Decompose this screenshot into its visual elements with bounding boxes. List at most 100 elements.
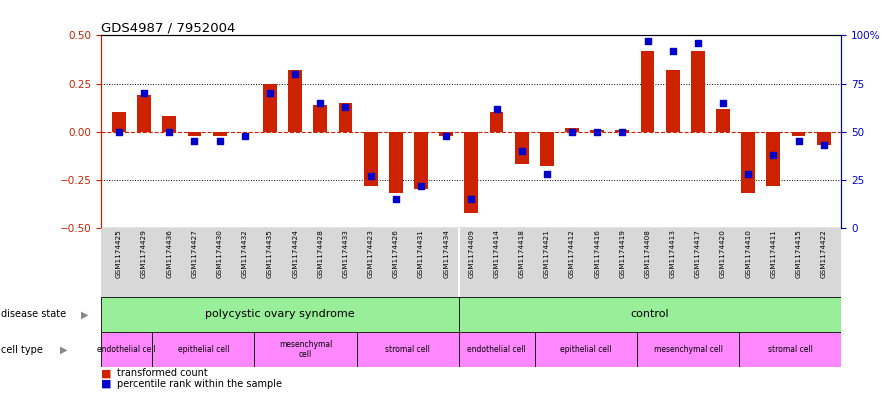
Bar: [459, 297, 841, 332]
Text: mesenchymal
cell: mesenchymal cell: [278, 340, 332, 359]
Bar: [792, 132, 805, 136]
Text: GSM1174417: GSM1174417: [695, 229, 701, 278]
Text: epithelial cell: epithelial cell: [560, 345, 612, 354]
Bar: [616, 130, 629, 132]
Text: disease state: disease state: [1, 309, 66, 320]
Bar: [741, 132, 755, 193]
Bar: [459, 332, 535, 367]
Bar: [255, 332, 357, 367]
Text: GSM1174412: GSM1174412: [569, 229, 575, 278]
Bar: [540, 132, 554, 166]
Point: [162, 129, 176, 135]
Bar: [137, 95, 151, 132]
Text: ▶: ▶: [60, 345, 68, 355]
Text: control: control: [631, 309, 670, 320]
Text: GSM1174419: GSM1174419: [619, 229, 626, 278]
Text: GSM1174416: GSM1174416: [594, 229, 600, 278]
Point: [439, 132, 453, 139]
Text: GSM1174425: GSM1174425: [116, 229, 122, 278]
Text: GSM1174422: GSM1174422: [821, 229, 826, 278]
Point: [741, 171, 755, 177]
Bar: [389, 132, 403, 193]
Point: [364, 173, 378, 179]
Text: GSM1174408: GSM1174408: [645, 229, 650, 278]
Text: GSM1174424: GSM1174424: [292, 229, 298, 278]
Bar: [739, 332, 841, 367]
Point: [540, 171, 554, 177]
Bar: [490, 112, 503, 132]
Bar: [101, 332, 152, 367]
Bar: [515, 132, 529, 164]
Point: [263, 90, 277, 96]
Bar: [666, 70, 679, 132]
Text: GSM1174435: GSM1174435: [267, 229, 273, 278]
Point: [640, 38, 655, 44]
Point: [817, 142, 831, 148]
Text: GSM1174423: GSM1174423: [367, 229, 374, 278]
Point: [791, 138, 805, 144]
Bar: [766, 132, 781, 185]
Text: GSM1174421: GSM1174421: [544, 229, 550, 278]
Text: percentile rank within the sample: percentile rank within the sample: [117, 379, 282, 389]
Bar: [112, 112, 126, 132]
Text: GSM1174414: GSM1174414: [493, 229, 500, 278]
Text: ■: ■: [101, 369, 112, 378]
Bar: [338, 103, 352, 132]
Bar: [212, 132, 226, 136]
Text: GSM1174432: GSM1174432: [241, 229, 248, 278]
Text: GSM1174428: GSM1174428: [317, 229, 323, 278]
Bar: [640, 51, 655, 132]
Bar: [565, 128, 579, 132]
Text: GSM1174433: GSM1174433: [343, 229, 349, 278]
Text: GSM1174410: GSM1174410: [745, 229, 751, 278]
Point: [238, 132, 252, 139]
Text: GSM1174413: GSM1174413: [670, 229, 676, 278]
Bar: [188, 132, 202, 136]
Text: GSM1174429: GSM1174429: [141, 229, 147, 278]
Bar: [162, 116, 176, 132]
Text: mesenchymal cell: mesenchymal cell: [654, 345, 722, 354]
Bar: [263, 83, 277, 132]
Bar: [314, 105, 327, 132]
Text: transformed count: transformed count: [117, 369, 208, 378]
Point: [691, 40, 705, 46]
Text: GSM1174434: GSM1174434: [443, 229, 449, 278]
Text: ▶: ▶: [81, 309, 89, 320]
Point: [212, 138, 226, 144]
Point: [112, 129, 126, 135]
Text: endothelial cell: endothelial cell: [468, 345, 526, 354]
Bar: [464, 132, 478, 213]
Text: GDS4987 / 7952004: GDS4987 / 7952004: [101, 21, 236, 34]
Bar: [288, 70, 302, 132]
Point: [188, 138, 202, 144]
Point: [766, 152, 781, 158]
Text: GSM1174426: GSM1174426: [393, 229, 399, 278]
Text: endothelial cell: endothelial cell: [98, 345, 156, 354]
Point: [338, 103, 352, 110]
Point: [666, 48, 680, 54]
Point: [414, 182, 428, 189]
Point: [137, 90, 152, 96]
Text: GSM1174427: GSM1174427: [191, 229, 197, 278]
Bar: [590, 130, 604, 132]
Bar: [535, 332, 637, 367]
Point: [590, 129, 604, 135]
Text: epithelial cell: epithelial cell: [178, 345, 229, 354]
Bar: [357, 332, 459, 367]
Bar: [637, 332, 739, 367]
Text: GSM1174430: GSM1174430: [217, 229, 223, 278]
Text: cell type: cell type: [1, 345, 43, 355]
Text: stromal cell: stromal cell: [768, 345, 813, 354]
Point: [389, 196, 403, 202]
Point: [615, 129, 629, 135]
Text: stromal cell: stromal cell: [385, 345, 430, 354]
Bar: [414, 132, 428, 189]
Point: [565, 129, 579, 135]
Point: [515, 148, 529, 154]
Bar: [440, 132, 453, 136]
Text: GSM1174436: GSM1174436: [167, 229, 173, 278]
Text: GSM1174431: GSM1174431: [418, 229, 424, 278]
Bar: [101, 297, 459, 332]
Bar: [152, 332, 255, 367]
Text: GSM1174411: GSM1174411: [770, 229, 776, 278]
